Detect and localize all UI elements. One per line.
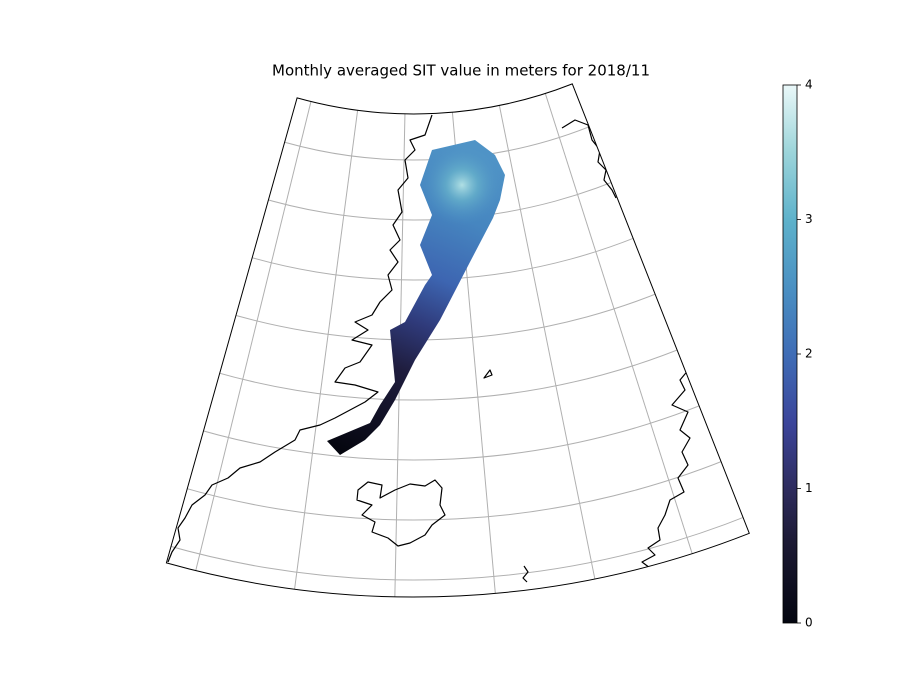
- colorbar-tick-label: 2: [805, 347, 813, 361]
- ice-thick-area: [420, 140, 505, 240]
- jan-mayen-coast: [483, 369, 493, 379]
- meridian: [538, 83, 699, 573]
- parallel: [166, 480, 750, 581]
- sea-ice: [327, 140, 505, 455]
- coastlines: [167, 114, 691, 583]
- meridian: [291, 90, 361, 598]
- colorbar-tick-label: 0: [805, 616, 813, 630]
- meridian: [190, 83, 317, 591]
- colorbar: [782, 84, 798, 624]
- parallel: [166, 319, 743, 401]
- faroe-coast: [522, 565, 529, 583]
- parallel: [173, 266, 716, 341]
- meridian: [621, 83, 750, 490]
- parallel: [166, 373, 750, 461]
- iceland-coast: [356, 479, 446, 547]
- map-title: Monthly averaged SIT value in meters for…: [272, 62, 650, 80]
- meridian: [494, 85, 600, 598]
- colorbar-tick-label: 3: [805, 212, 813, 226]
- colorbar-tick-label: 4: [805, 78, 813, 92]
- colorbar-axis: 0 1 2 3 4: [797, 78, 813, 630]
- map-frame: [165, 83, 750, 598]
- norway-coast: [641, 367, 691, 569]
- graticule: [166, 83, 750, 598]
- svalbard-coast: [561, 119, 617, 199]
- greenland-coast: [167, 114, 433, 563]
- colorbar-tick-label: 1: [805, 481, 813, 495]
